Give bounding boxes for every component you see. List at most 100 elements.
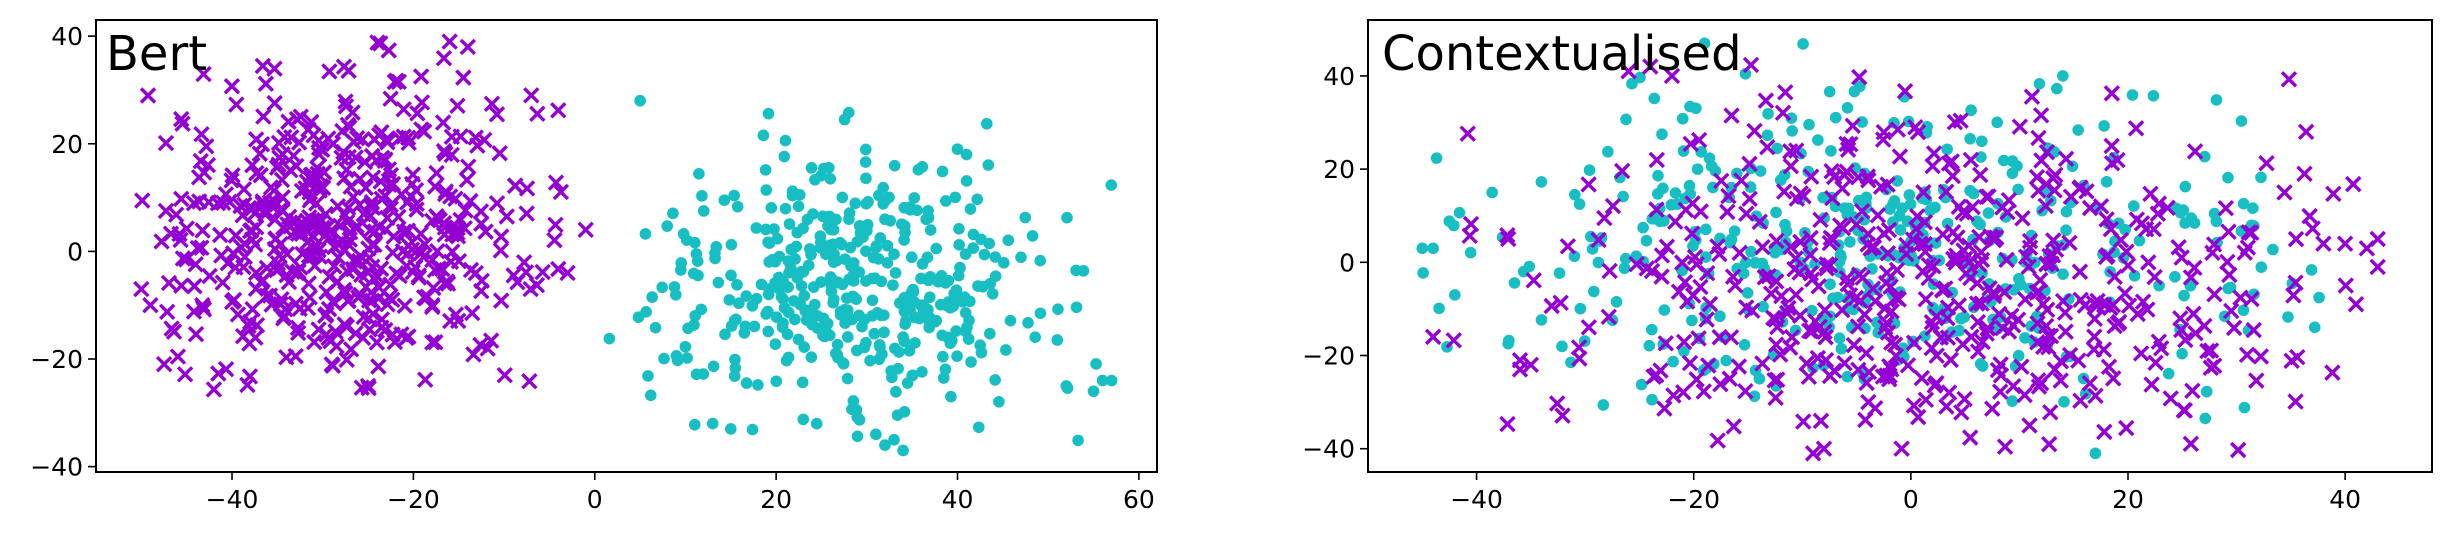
cross-point xyxy=(313,141,331,158)
y-tick-label: −20 xyxy=(1302,342,1355,371)
dot-point xyxy=(1586,243,1599,255)
cross-point xyxy=(1656,400,1673,417)
dot-point xyxy=(1004,314,1017,327)
cross-point xyxy=(186,277,203,295)
cross-point xyxy=(1838,163,1855,180)
cross-point xyxy=(1733,172,1750,189)
cross-point xyxy=(1741,155,1758,173)
cross-point xyxy=(2221,266,2238,284)
dot-point xyxy=(843,313,856,325)
series-dot xyxy=(603,94,1118,457)
cross-point xyxy=(395,101,412,118)
cross-point xyxy=(1499,226,1516,244)
cross-point xyxy=(187,326,205,343)
cross-point xyxy=(173,277,190,294)
cross-point xyxy=(370,358,387,375)
cross-point xyxy=(275,307,293,325)
dot-point xyxy=(768,223,780,235)
cross-point xyxy=(2133,215,2151,232)
dot-point xyxy=(856,320,868,333)
cross-point xyxy=(283,129,300,146)
dot-point xyxy=(1894,224,1907,236)
cross-point xyxy=(1986,285,2003,302)
dot-point xyxy=(1831,291,1844,304)
cross-point xyxy=(2276,184,2293,201)
cross-point xyxy=(1950,198,1968,215)
cross-point xyxy=(2116,285,2134,302)
dot-point xyxy=(1096,374,1109,387)
dot-point xyxy=(1720,354,1733,367)
dot-point xyxy=(860,275,872,287)
dot-point xyxy=(706,417,719,430)
dot-point xyxy=(924,224,937,236)
cross-point xyxy=(1912,235,1929,253)
cross-point xyxy=(473,215,490,232)
cross-point xyxy=(139,87,157,104)
cross-point xyxy=(2040,327,2057,344)
dot-point xyxy=(1975,135,1988,148)
dot-point xyxy=(949,191,962,204)
cross-point xyxy=(1802,265,1819,282)
cross-point xyxy=(1580,176,1597,193)
dot-point xyxy=(1620,113,1632,126)
cross-point xyxy=(174,115,191,132)
cross-point xyxy=(1909,123,1927,141)
cross-point xyxy=(1720,187,1737,205)
dot-point xyxy=(2267,243,2279,256)
dot-point xyxy=(2210,215,2223,228)
cross-point xyxy=(2132,345,2150,362)
cross-point xyxy=(1890,291,1907,308)
cross-point xyxy=(340,292,357,309)
dot-point xyxy=(2235,115,2248,127)
cross-point xyxy=(172,231,189,249)
dot-point xyxy=(2006,167,2019,180)
cross-point xyxy=(1525,272,1542,289)
x-tick-label: −40 xyxy=(206,485,259,514)
cross-point xyxy=(476,131,493,149)
dot-point xyxy=(681,352,693,364)
dot-point xyxy=(2117,252,2130,264)
dot-point xyxy=(688,418,701,431)
dot-point xyxy=(777,293,789,305)
dot-point xyxy=(1835,251,1847,264)
cross-point xyxy=(280,113,297,130)
dot-point xyxy=(1714,310,1726,323)
dot-point xyxy=(1744,181,1757,193)
dot-point xyxy=(895,218,908,230)
cross-point xyxy=(1815,440,1833,457)
cross-point xyxy=(2072,179,2089,196)
cross-point xyxy=(462,192,479,210)
cross-point xyxy=(379,296,396,313)
cross-point xyxy=(488,106,506,123)
dot-point xyxy=(2060,205,2073,218)
dot-point xyxy=(921,251,934,264)
dot-point xyxy=(905,251,918,264)
dot-point xyxy=(944,301,956,314)
dot-point xyxy=(1087,385,1100,398)
dot-point xyxy=(796,376,809,389)
panel-title-bert: Bert xyxy=(106,26,207,82)
cross-point xyxy=(364,169,382,186)
dot-point xyxy=(733,297,745,310)
cross-point xyxy=(2118,243,2135,260)
cross-point xyxy=(1737,299,1755,316)
dot-point xyxy=(993,395,1005,408)
cross-point xyxy=(1920,269,1937,287)
cross-point xyxy=(2182,269,2200,286)
dot-point xyxy=(731,278,743,291)
cross-point xyxy=(1767,336,1785,353)
cross-point xyxy=(239,376,256,394)
dot-point xyxy=(642,370,654,382)
cross-point xyxy=(329,273,346,290)
dot-point xyxy=(2019,332,2031,344)
dot-point xyxy=(952,269,965,282)
cross-point xyxy=(403,241,421,258)
dot-point xyxy=(1749,257,1761,269)
dot-point xyxy=(837,357,849,369)
cross-point xyxy=(2285,287,2302,304)
dot-point xyxy=(658,352,670,365)
dot-point xyxy=(697,205,710,217)
cross-point xyxy=(546,231,563,249)
dot-point xyxy=(1690,102,1702,115)
cross-point xyxy=(2061,234,2078,252)
